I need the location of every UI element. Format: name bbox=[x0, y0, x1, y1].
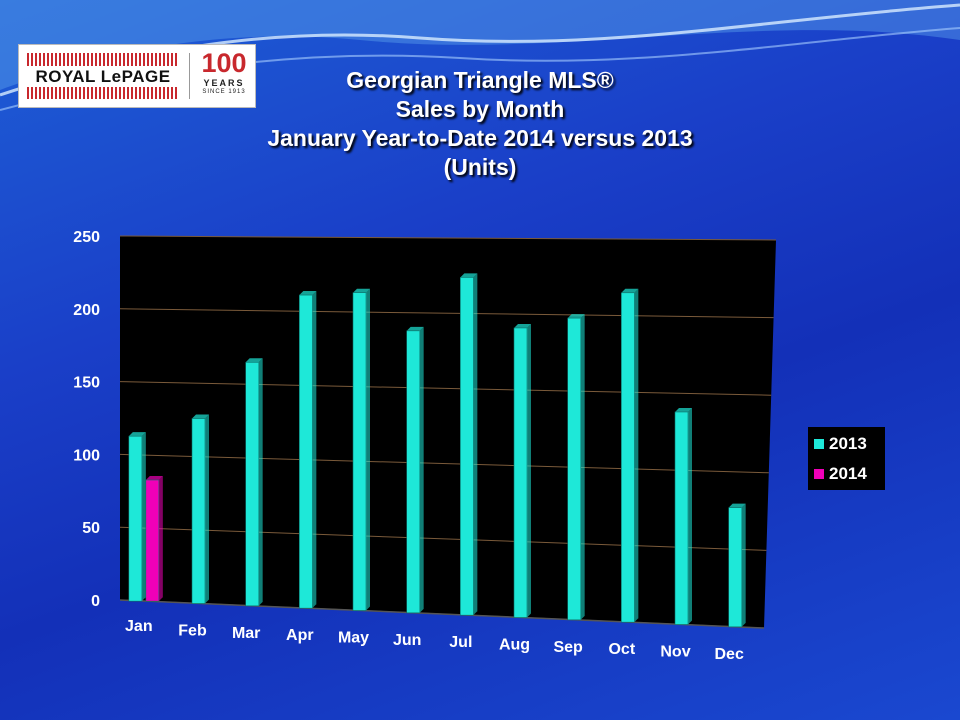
bar-2013-jul-top bbox=[460, 273, 478, 278]
logo-brand-text: ROYAL LePAGE bbox=[27, 66, 179, 87]
royal-lepage-logo: ROYAL LePAGE 100 YEARS SINCE 1913 bbox=[18, 44, 256, 108]
bar-2013-jun-side bbox=[419, 326, 424, 613]
legend-swatch-2013 bbox=[814, 439, 824, 449]
bar-2013-nov-top bbox=[675, 407, 692, 412]
x-tick-label-aug: Aug bbox=[499, 637, 530, 654]
bar-2013-jan-top bbox=[128, 432, 146, 437]
legend-label-2013: 2013 bbox=[829, 434, 867, 453]
chart-legend: 2013 2014 bbox=[808, 427, 885, 490]
x-tick-label-jul: Jul bbox=[449, 634, 472, 651]
bar-2013-may-side bbox=[366, 288, 370, 611]
chart-title-line-3: January Year-to-Date 2014 versus 2013 bbox=[267, 125, 693, 151]
gridline-200 bbox=[119, 308, 774, 319]
gridline-100 bbox=[119, 453, 769, 474]
logo-anniversary-word: YEARS bbox=[203, 78, 245, 88]
bar-2013-sep bbox=[567, 317, 581, 621]
bar-2014-jan-top bbox=[145, 475, 163, 480]
bar-2013-mar bbox=[245, 361, 259, 607]
bar-2013-jan bbox=[128, 435, 143, 602]
y-tick-label-100: 100 bbox=[73, 447, 100, 464]
bar-2013-oct-side bbox=[634, 288, 639, 623]
legend-label-2014: 2014 bbox=[829, 464, 867, 483]
bar-2013-aug-top bbox=[514, 323, 531, 328]
x-axis-line bbox=[119, 599, 765, 629]
chart-title-line-1: Georgian Triangle MLS® bbox=[346, 67, 614, 93]
x-tick-label-apr: Apr bbox=[286, 627, 314, 644]
x-tick-label-nov: Nov bbox=[660, 644, 690, 661]
bar-2014-jan-side bbox=[158, 475, 163, 602]
y-tick-label-250: 250 bbox=[73, 229, 100, 246]
bar-2013-sep-side bbox=[580, 314, 585, 620]
x-tick-label-mar: Mar bbox=[232, 625, 260, 642]
bar-2013-sep-top bbox=[567, 314, 585, 319]
legend-swatch-2014 bbox=[814, 469, 824, 479]
bar-2013-jun bbox=[406, 330, 420, 614]
bar-2013-oct bbox=[621, 292, 635, 623]
plot-area bbox=[120, 236, 776, 628]
bar-2013-mar-side bbox=[258, 358, 263, 606]
x-tick-label-jun: Jun bbox=[393, 632, 421, 649]
bar-2013-oct-top bbox=[621, 288, 639, 293]
chart-title-line-4: (Units) bbox=[443, 154, 517, 180]
bar-2013-feb bbox=[191, 418, 206, 604]
logo-divider bbox=[189, 53, 190, 99]
x-tick-label-oct: Oct bbox=[608, 641, 635, 658]
x-tick-label-dec: Dec bbox=[714, 646, 743, 663]
x-tick-label-sep: Sep bbox=[553, 639, 583, 656]
bar-2013-jul-side bbox=[473, 273, 478, 616]
gridline-50 bbox=[119, 526, 767, 551]
x-tick-label-jan: Jan bbox=[125, 618, 153, 635]
logo-since-text: SINCE 1913 bbox=[202, 89, 246, 95]
bar-2013-feb-side bbox=[205, 414, 209, 604]
gridline-150 bbox=[119, 381, 772, 396]
y-tick-label-150: 150 bbox=[73, 375, 100, 392]
y-tick-label-0: 0 bbox=[91, 593, 100, 610]
gridline-250 bbox=[119, 235, 777, 241]
bar-2013-may-top bbox=[353, 288, 370, 293]
bar-2013-jan-side bbox=[141, 432, 146, 602]
bar-2013-dec bbox=[728, 507, 742, 628]
legend-item-2013: 2013 bbox=[814, 432, 884, 456]
chart-title-line-2: Sales by Month bbox=[395, 96, 565, 122]
bar-2013-aug-side bbox=[527, 323, 531, 618]
bar-2013-nov bbox=[674, 411, 689, 625]
bar-2013-nov-side bbox=[688, 407, 692, 625]
x-tick-label-may: May bbox=[338, 630, 369, 647]
bar-2013-aug bbox=[513, 327, 528, 618]
bar-2013-jul bbox=[460, 277, 474, 616]
bar-2013-may bbox=[352, 292, 367, 611]
bar-2013-dec-top bbox=[728, 503, 746, 508]
logo-anniversary-number: 100 bbox=[201, 48, 247, 78]
bar-2013-dec-side bbox=[741, 503, 746, 627]
bar-2013-apr-side bbox=[312, 291, 317, 609]
legend-item-2014: 2014 bbox=[814, 462, 884, 486]
bar-2013-jun-top bbox=[406, 326, 424, 331]
y-tick-label-200: 200 bbox=[73, 302, 100, 319]
bar-2013-apr-top bbox=[299, 291, 317, 296]
x-tick-label-feb: Feb bbox=[178, 623, 207, 640]
chart-title: Georgian Triangle MLS® Sales by Month Ja… bbox=[180, 66, 780, 182]
bar-2013-mar-top bbox=[245, 358, 263, 363]
bar-2013-feb-top bbox=[192, 414, 209, 419]
bar-2014-jan bbox=[145, 479, 160, 602]
y-tick-label-50: 50 bbox=[82, 520, 100, 537]
bar-2013-apr bbox=[299, 294, 313, 609]
